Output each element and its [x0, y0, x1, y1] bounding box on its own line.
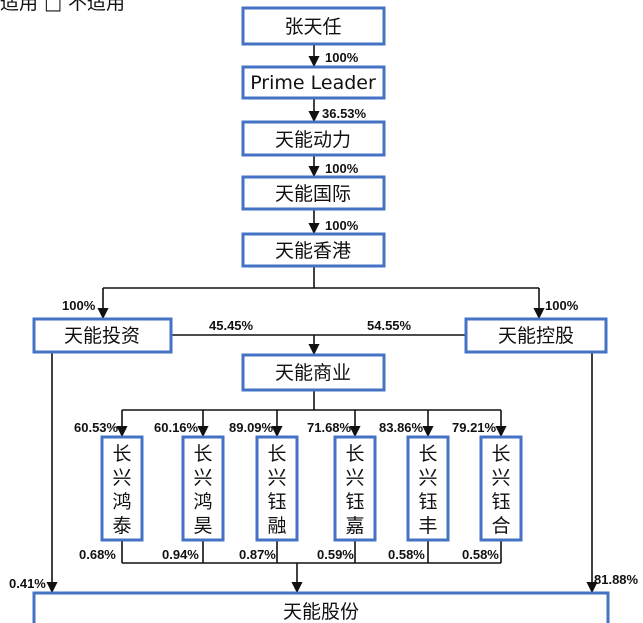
- node-gufen: 天能股份: [32, 591, 610, 623]
- pct-zhang-prime: 100%: [325, 50, 359, 65]
- node-guoji-label: 天能国际: [275, 183, 351, 205]
- node-sub-3-label: 长兴钰融: [267, 443, 286, 537]
- pct-shangye-sub-5: 83.86%: [379, 420, 424, 435]
- node-zhang-label: 张天任: [284, 16, 341, 38]
- pct-kong-shangye: 54.55%: [367, 318, 412, 333]
- pct-hk-touzi: 100%: [62, 298, 96, 313]
- node-zhang: 张天任: [241, 6, 386, 46]
- node-sub-5-label: 长兴钰丰: [418, 443, 437, 537]
- node-shangye: 天能商业: [241, 353, 386, 392]
- node-sub-5: 长兴钰丰: [406, 435, 450, 542]
- pct-sub-3-gufen: 0.87%: [239, 547, 276, 562]
- node-kong: 天能控股: [464, 317, 608, 354]
- node-sub-1: 长兴鸿泰: [100, 435, 144, 542]
- node-sub-1-label: 长兴鸿泰: [112, 443, 131, 537]
- pct-hk-kong: 100%: [545, 298, 579, 313]
- pct-dongli-guoji: 100%: [325, 161, 359, 176]
- pct-touzi-gufen: 0.41%: [9, 576, 46, 591]
- caption-text: 适用 □ 不适用: [0, 0, 125, 14]
- node-gufen-label: 天能股份: [283, 601, 359, 623]
- pct-sub-6-gufen: 0.58%: [462, 547, 499, 562]
- node-sub-4-label: 长兴钰嘉: [345, 443, 364, 537]
- node-touzi: 天能投资: [32, 317, 173, 354]
- node-sub-4: 长兴钰嘉: [333, 435, 377, 542]
- node-sub-3: 长兴钰融: [255, 435, 299, 542]
- node-kong-label: 天能控股: [498, 325, 574, 347]
- node-shangye-label: 天能商业: [275, 362, 351, 384]
- pct-guoji-hk: 100%: [325, 218, 359, 233]
- pct-sub-4-gufen: 0.59%: [317, 547, 354, 562]
- node-prime-label: Prime Leader: [250, 72, 376, 94]
- node-sub-6: 长兴钰合: [479, 435, 523, 542]
- pct-kong-gufen: 81.88%: [594, 572, 639, 587]
- node-prime-leader: Prime Leader: [241, 65, 386, 100]
- node-guoji: 天能国际: [241, 175, 386, 211]
- connectors: [46, 45, 598, 594]
- node-dongli-label: 天能动力: [275, 129, 351, 151]
- pct-sub-5-gufen: 0.58%: [388, 547, 425, 562]
- pct-shangye-sub-6: 79.21%: [452, 420, 497, 435]
- pct-shangye-sub-1: 60.53%: [74, 420, 119, 435]
- node-sub-6-label: 长兴钰合: [491, 443, 510, 537]
- pct-sub-2-gufen: 0.94%: [162, 547, 199, 562]
- node-dongli: 天能动力: [241, 120, 386, 157]
- node-sub-2-label: 长兴鸿昊: [193, 443, 212, 537]
- pct-prime-dongli: 36.53%: [322, 106, 367, 121]
- pct-shangye-sub-3: 89.09%: [229, 420, 274, 435]
- pct-sub-1-gufen: 0.68%: [79, 547, 116, 562]
- pct-shangye-sub-4: 71.68%: [307, 420, 352, 435]
- node-hk-label: 天能香港: [275, 240, 351, 262]
- pct-shangye-sub-2: 60.16%: [154, 420, 199, 435]
- node-sub-2: 长兴鸿昊: [181, 435, 225, 542]
- pct-touzi-shangye: 45.45%: [209, 318, 254, 333]
- node-touzi-label: 天能投资: [64, 325, 140, 347]
- node-hk: 天能香港: [241, 232, 386, 268]
